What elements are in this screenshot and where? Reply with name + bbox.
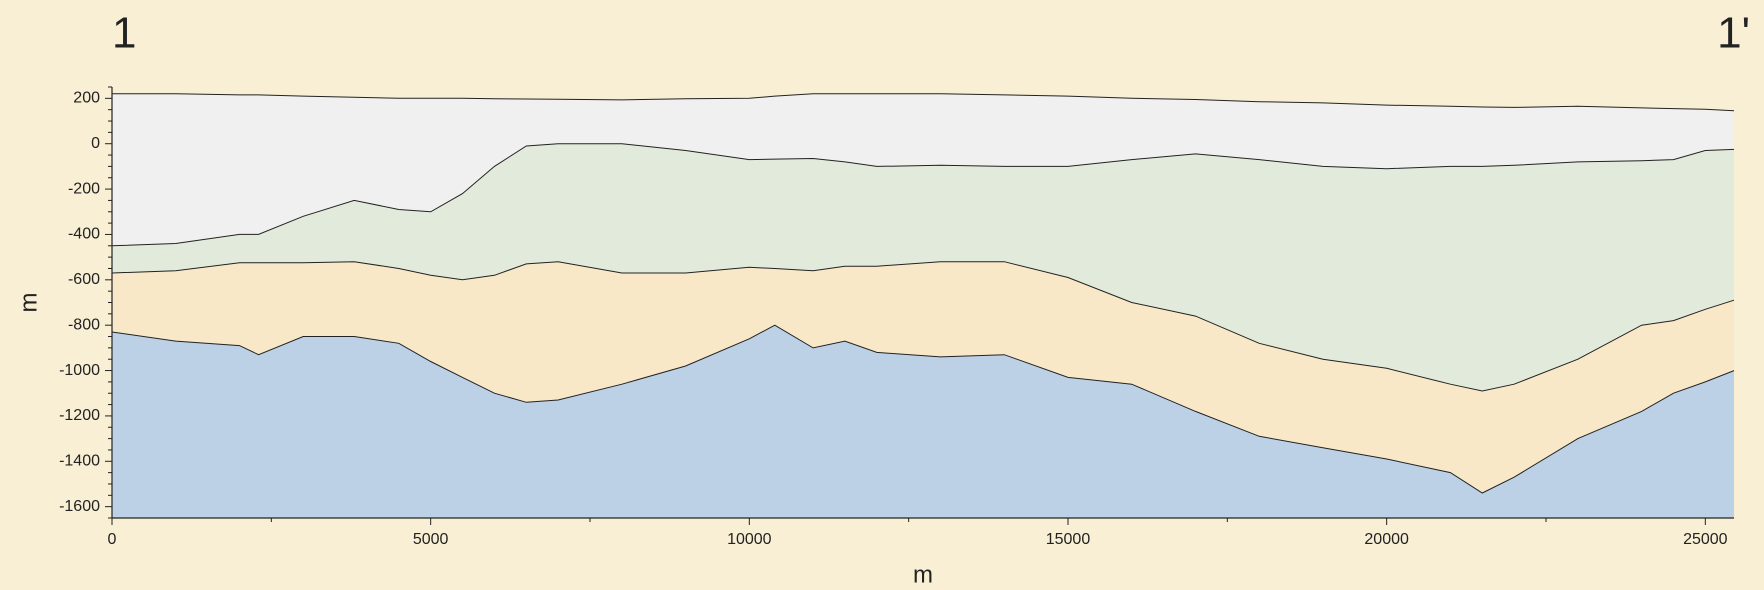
y-tick-label: -1600 <box>59 498 100 515</box>
y-tick-label: -1000 <box>59 362 100 379</box>
x-tick-label: 20000 <box>1364 531 1409 548</box>
y-axis-label: m <box>15 293 42 313</box>
y-tick-label: -1200 <box>59 407 100 424</box>
y-tick-label: 200 <box>73 90 100 107</box>
layer-boundary <box>111 324 1735 494</box>
y-tick-label: -800 <box>68 316 100 333</box>
y-tick-label: -600 <box>68 271 100 288</box>
x-tick-label: 0 <box>108 531 117 548</box>
layer-area <box>112 325 1734 518</box>
x-tick-label: 15000 <box>1046 531 1091 548</box>
x-axis-label: m <box>913 561 933 588</box>
layer-boundary <box>111 261 1735 392</box>
x-tick-label: 10000 <box>727 531 772 548</box>
layer-boundary <box>111 143 1735 247</box>
section-start-label: 1 <box>112 9 136 58</box>
section-end-label: 1' <box>1717 9 1750 58</box>
y-tick-label: 0 <box>91 135 100 152</box>
y-tick-label: -1400 <box>59 453 100 470</box>
y-tick-label: -200 <box>68 180 100 197</box>
x-tick-label: 25000 <box>1683 531 1728 548</box>
layer-boundary <box>112 93 1735 112</box>
x-tick-label: 5000 <box>413 531 449 548</box>
y-tick-label: -400 <box>68 226 100 243</box>
